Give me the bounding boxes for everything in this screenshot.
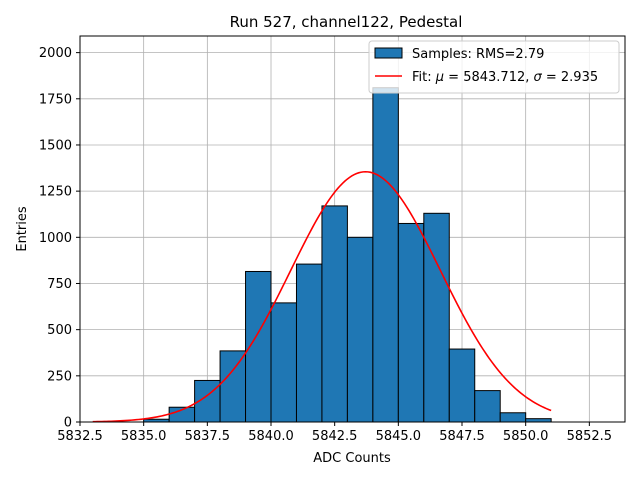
legend: Samples: RMS=2.79 Fit: μ = 5843.712, σ =… (368, 40, 620, 94)
x-tick-label: 5835.0 (121, 429, 167, 444)
x-tick-label: 5845.0 (376, 429, 422, 444)
y-tick-label: 1500 (39, 138, 72, 153)
x-axis-label: ADC Counts (313, 451, 391, 466)
x-tick-label: 5832.5 (57, 429, 103, 444)
y-tick-label: 2000 (39, 46, 72, 61)
x-axis-ticks: 5832.5 5835.0 5837.5 5840.0 5842.5 5845.0 5847… (57, 422, 612, 444)
y-axis-ticks: 0 250 500 750 1000 1250 1500 1750 2000 (39, 46, 80, 431)
histogram-bar (321, 205, 348, 423)
histogram-bar (295, 263, 323, 423)
legend-box (368, 40, 620, 94)
gaussian-fit-line (92, 170, 552, 423)
legend-fit-prefix: Fit: (412, 70, 436, 85)
legend-fit-label: Fit: μ = 5843.712, σ = 2.935 (412, 70, 598, 85)
legend-mu-value: = 5843.712, (444, 70, 533, 85)
histogram-bar (423, 212, 450, 423)
histogram-bars (143, 87, 552, 423)
x-tick-label: 5837.5 (185, 429, 231, 444)
y-tick-label: 0 (64, 416, 72, 431)
histogram-bar (499, 412, 527, 423)
y-tick-label: 1750 (39, 92, 72, 107)
x-tick-label: 5842.5 (312, 429, 358, 444)
chart-title: Run 527, channel122, Pedestal (230, 13, 463, 31)
x-tick-label: 5840.0 (248, 429, 294, 444)
x-tick-label: 5847.5 (439, 429, 485, 444)
histogram-bar (372, 87, 399, 423)
y-tick-label: 500 (47, 323, 72, 338)
legend-sigma-symbol: σ (534, 70, 543, 85)
legend-histogram-swatch (374, 47, 403, 59)
histogram-bar (448, 348, 476, 423)
y-tick-label: 250 (47, 369, 72, 384)
y-tick-label: 750 (47, 277, 72, 292)
legend-histogram-label: Samples: RMS=2.79 (412, 47, 544, 62)
histogram-bar (346, 236, 374, 423)
histogram-bar (474, 390, 501, 423)
y-tick-label: 1250 (39, 185, 72, 200)
legend-mu-symbol: μ (435, 70, 444, 85)
x-tick-label: 5850.0 (503, 429, 549, 444)
histogram-bar (219, 350, 247, 423)
axes-frame (79, 35, 626, 423)
histogram-bar (270, 302, 297, 423)
histogram-bar (397, 222, 425, 423)
y-axis-label: Entries (15, 206, 30, 252)
y-tick-label: 1000 (39, 231, 72, 246)
legend-sigma-value: = 2.935 (542, 70, 598, 85)
x-tick-label: 5852.5 (567, 429, 613, 444)
